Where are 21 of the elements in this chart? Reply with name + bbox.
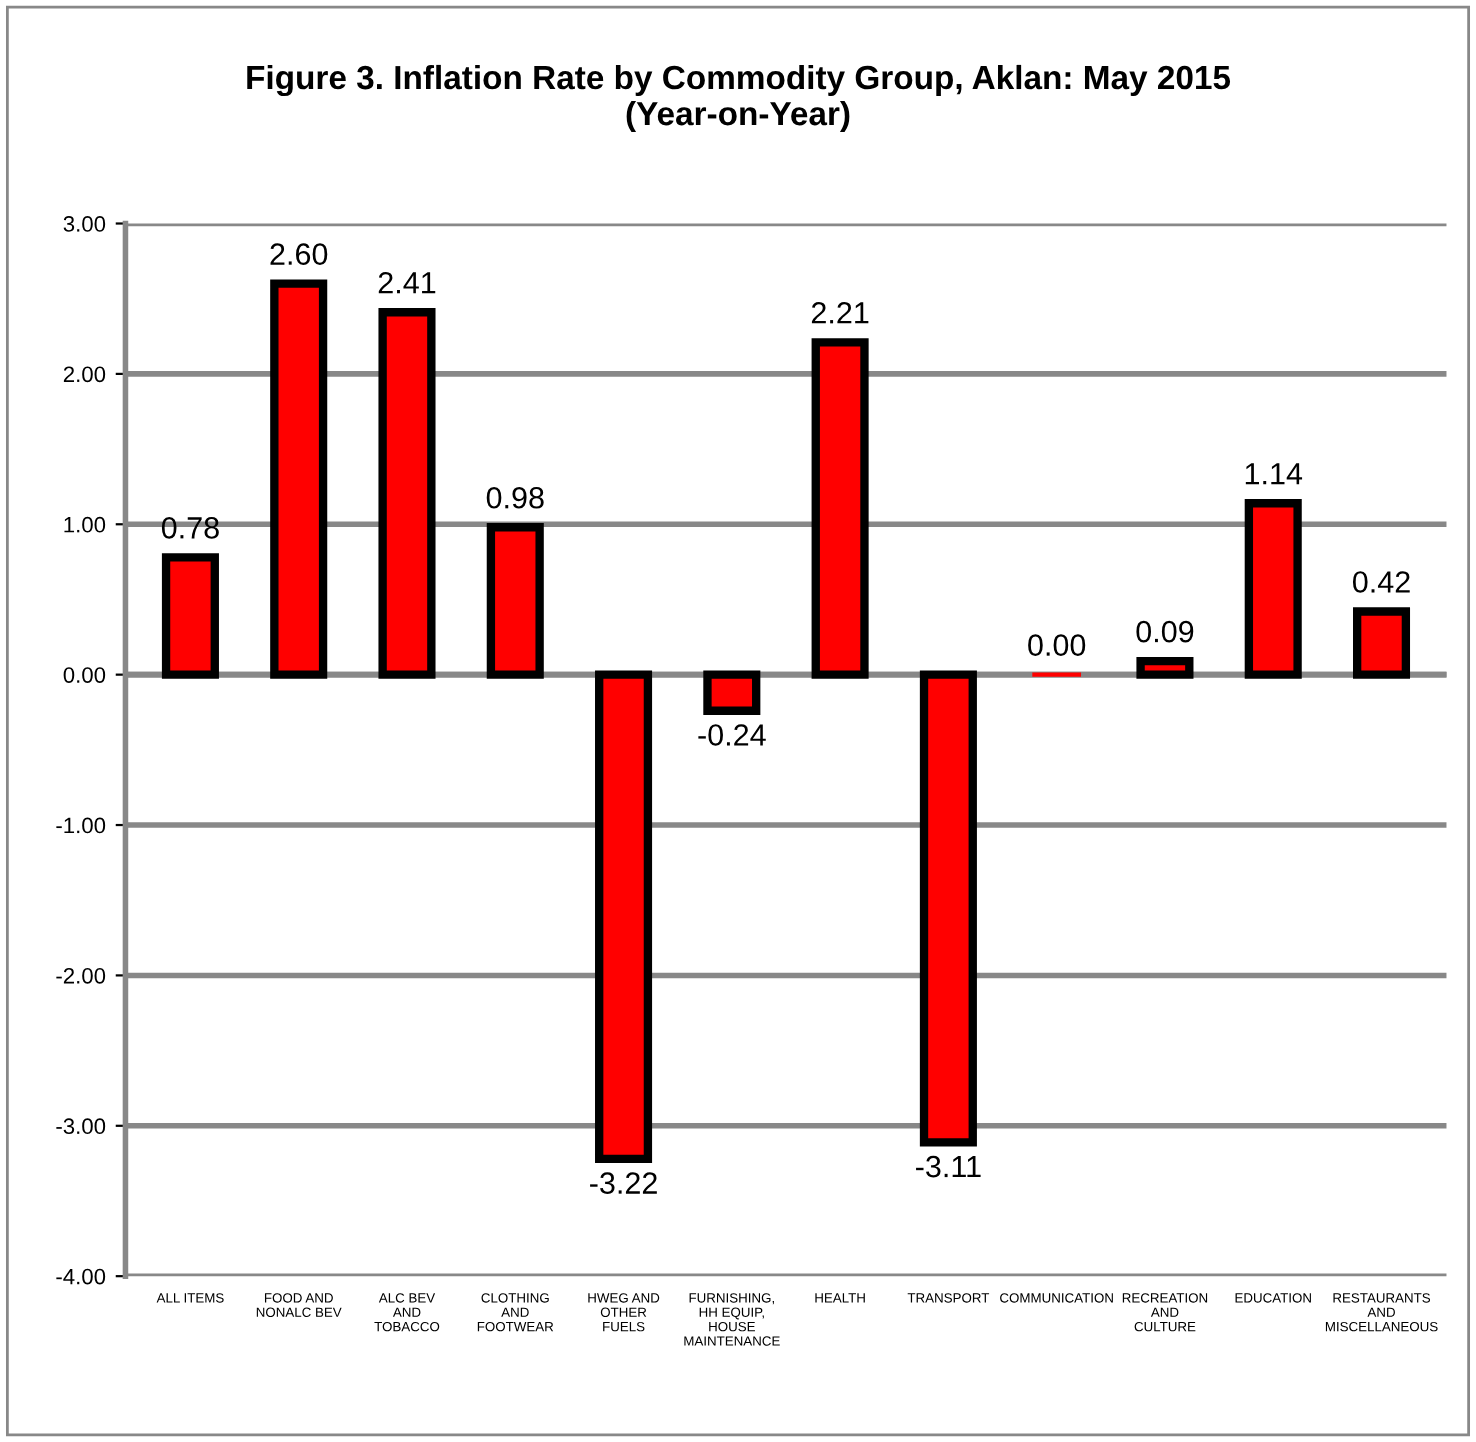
data-label: -3.22 — [590, 1172, 657, 1194]
y-tick-label: 2.00 — [63, 366, 106, 383]
data-label: 0.00 — [1028, 634, 1086, 656]
data-label: -3.11 — [916, 1155, 981, 1178]
data-label: 1.14 — [1245, 463, 1303, 485]
data-label: 2.60 — [270, 243, 328, 265]
y-tick-label: 0.00 — [63, 667, 106, 683]
y-tick-label: 1.00 — [64, 516, 106, 533]
y-tick-label: -4.00 — [56, 1268, 106, 1285]
y-tick-label: -1.00 — [56, 817, 106, 834]
y-tick-label: 3.00 — [63, 216, 106, 232]
chart-title: Figure 3. Inflation Rate by Commodity Group, Aklan: May 2015 (Year-on-Year) — [247, 64, 1231, 133]
data-label: 0.42 — [1352, 571, 1410, 593]
data-label: -0.24 — [698, 724, 766, 746]
data-label: 0.98 — [486, 486, 544, 509]
data-label: 0.09 — [1136, 620, 1194, 643]
data-label: 0.78 — [161, 517, 219, 539]
data-label: 2.21 — [811, 302, 869, 324]
data-label: 2.41 — [378, 271, 436, 294]
y-tick-label: -2.00 — [56, 967, 106, 984]
y-tick-label: -3.00 — [56, 1118, 106, 1135]
